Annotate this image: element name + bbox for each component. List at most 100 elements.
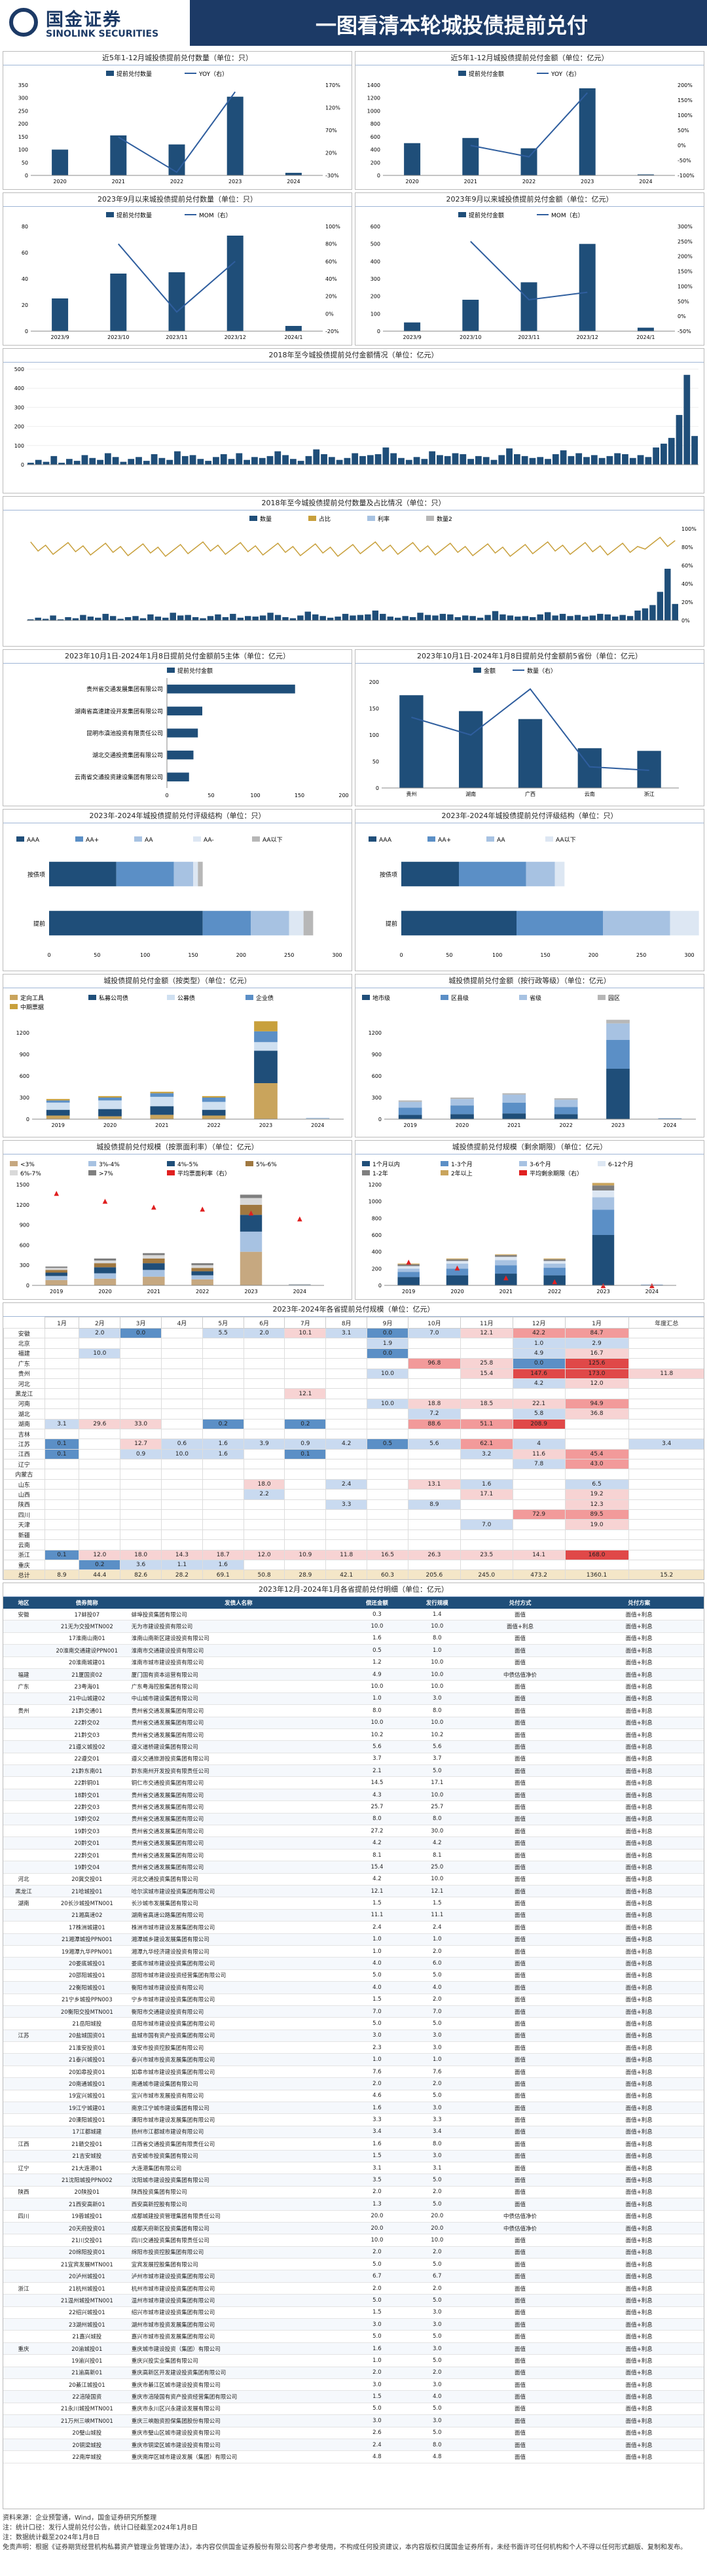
table-cell [325,1418,368,1429]
table-cell [407,1388,461,1399]
bar [597,613,604,620]
table-cell: 4.3 [347,1789,407,1802]
table-header-cell: 6月 [243,1317,285,1329]
table-cell: 16.7 [564,1348,629,1359]
table-row: 21淮安投资01 淮安市投资控股集团有限公司 2.3 3.0 面值 面值+利息 [3,2041,704,2054]
table-cell [564,1388,629,1399]
table-cell: 贵州省交通发展集团有限公司 [130,1717,347,1729]
legend-label: 省级 [530,994,541,1002]
table-cell: 面值 [467,2113,573,2126]
table-cell [512,1539,566,1550]
table-cell [79,1499,121,1511]
table-cell [243,1428,285,1440]
avg-marker: ▲ [552,1278,557,1285]
table-cell [3,1764,44,1778]
table-cell [628,1519,704,1530]
table-cell: 重庆市璧山区城市建设投资有限公司 [130,2427,347,2439]
table-cell: 7.0 [460,1519,513,1530]
table-row: 湖南 20长沙城投MTN001 长沙城市发展集团有限公司 1.5 1.5 面值 面值+利息 [3,1897,704,1910]
table-cell [564,1559,629,1571]
stacked-bar-segment [254,1042,278,1051]
table-cell [120,1368,162,1379]
table-cell [161,1489,203,1500]
table-cell: 12.1 [347,1885,407,1898]
table-cell: 88.6 [407,1418,461,1429]
table-header-cell: 年度汇总 [628,1317,704,1329]
table-cell [44,1398,80,1410]
bar [598,457,606,465]
y-tick-label: 0 [376,785,379,791]
legend-swatch [441,1170,448,1175]
table-cell: 8.0 [407,1704,467,1717]
table-cell [202,1499,244,1511]
table-row: 陕西 3.3 8.9 12.3 [3,1499,704,1511]
bar [359,456,366,465]
x-tick-label: 2021 [155,1122,168,1128]
table-cell: 面值 [467,2150,573,2162]
bar [404,143,421,175]
table-cell: 面值+利息 [573,2053,704,2066]
bar [266,456,274,465]
table-cell [3,2053,44,2066]
stacked-bar-segment [495,1257,517,1261]
table-cell: 贵州 [3,1368,45,1379]
chart-title: 2023年9月以来城投债提前兑付数量（单位：只） [3,193,352,207]
table-cell: 2.0 [407,1994,467,2006]
bar [139,618,147,620]
bar [498,455,505,465]
stacked-bar-segment [150,1092,174,1094]
bar [506,448,513,465]
table-cell: 0.1 [44,1549,80,1560]
table-cell: 25.8 [460,1358,513,1369]
bar [367,455,374,465]
bar [162,617,169,620]
x-tick-label: 50 [446,952,452,958]
table-cell: 面值+利息 [573,1981,704,1994]
legend-swatch [10,1170,18,1175]
legend-label: 私募公司债 [99,994,128,1002]
table-cell [120,1529,162,1541]
bar [35,459,42,465]
chart-panel-c2: 近5年1-12月城投债提前兑付金额（单位：亿元） 提前兑付金额 YOY（右） 0 20… [355,51,704,190]
bar [207,616,214,620]
table-cell [79,1439,121,1450]
table-row: 20娄底城投01 娄底市城市建设投资集团有限公司 4.0 6.0 面值 面值+利息 [3,1957,704,1970]
legend-swatch [362,995,370,1000]
y-tick-label: 500 [14,367,24,372]
stacked-bar-segment [251,910,289,936]
bar [439,613,446,620]
table-cell: 面值 [467,2102,573,2115]
bar [336,459,343,465]
table-cell [407,1469,461,1480]
bar [259,457,266,465]
table-cell: 69.1 [202,1569,244,1579]
table-cell: 2.0 [347,2186,407,2199]
chart-title: 2023年9月以来城投债提前兑付金额（单位：亿元） [355,193,704,207]
legend-swatch [598,995,606,1000]
table-cell [628,1388,704,1399]
table-cell: 2.0 [407,2186,467,2199]
table-cell: 0.2 [284,1418,327,1429]
legend-label: 地市级 [372,994,390,1002]
legend-label: 定向工具 [20,994,44,1002]
table-cell: 1.9 [367,1338,408,1349]
stacked-bar-segment [606,1023,630,1040]
table-cell: 21哈城投01 [43,1885,130,1898]
table-cell: 8.1 [407,1849,467,1862]
table-cell [79,1338,121,1349]
table-row: 18黔交01 贵州省交通发展集团有限公司 4.3 10.0 面值 面值+利息 [3,1789,704,1802]
table-row: 天津 7.0 19.0 [3,1519,704,1530]
table-cell: 1.0 [407,2053,467,2066]
table-cell: 1.1 [161,1559,203,1571]
y-tick-label: 300 [20,1262,29,1268]
x-tick-label: 2022 [548,1289,561,1295]
table-cell: 12.1 [284,1388,327,1399]
bar [245,616,251,620]
table-row: 21黔东南01 黔东南州开发投资有限责任公司 2.1 5.0 面值 面值+利息 [3,1764,704,1778]
table-cell: 11.1 [407,1909,467,1922]
table-cell: 面值 [467,2066,573,2079]
legend-label: 6-12个月 [608,1161,633,1168]
table-cell: 面值 [467,2198,573,2211]
table-cell: 浙江 [3,1549,45,1560]
